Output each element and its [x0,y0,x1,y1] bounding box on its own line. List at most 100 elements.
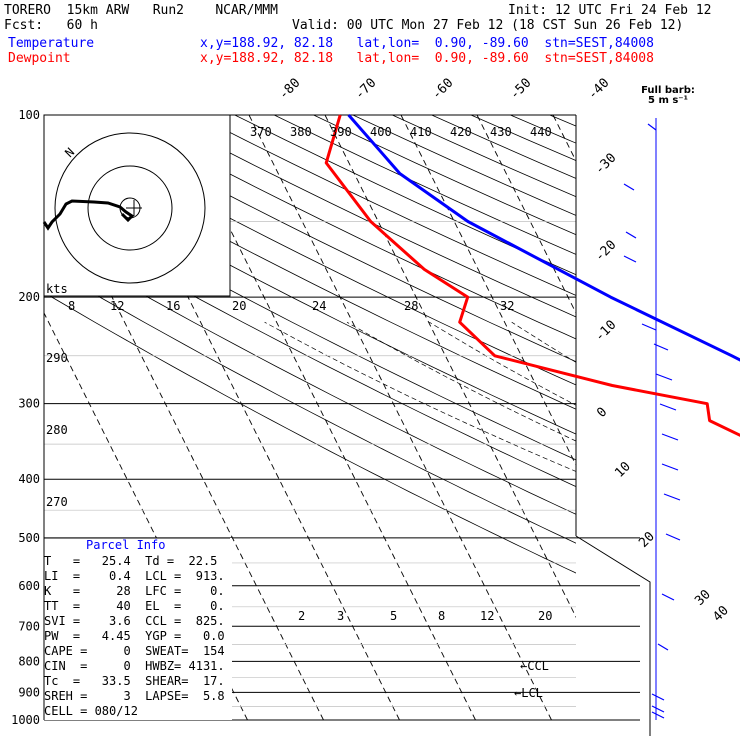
isotherm-label: -70 [352,76,379,103]
dry-adiabat-line [313,115,576,236]
isotherm-label: -30 [592,151,619,178]
dewpoint-legend-label: Dewpoint [8,51,71,66]
isotherm-line [324,115,576,619]
dry-adiabat-line [274,115,576,255]
temperature-station-info: x,y=188.92, 82.18 lat,lon= 0.90, -89.60 … [200,36,654,51]
hodograph-trace [42,199,135,231]
parcel-info-row: Tc = 33.5 SHEAR= 17. [44,674,225,688]
isotherm-line [476,115,576,315]
moist-adiabat-line [429,321,576,406]
hodograph-speed-label: 8 [68,299,75,313]
forecast-hour: Fcst: 60 h [4,18,98,33]
hodograph-speed-label: 32 [500,299,514,313]
pressure-tick-label: 500 [18,531,40,545]
wind-barb [665,533,681,541]
wind-barb [661,593,675,601]
parcel-info-row: PW = 4.45 YGP = 0.0 [44,629,225,643]
temperature-profile-line [347,114,740,362]
isotherm-label: 0 [594,405,610,421]
full-barb-title: Full barb: [641,85,695,96]
mixing-ratio-label: 20 [538,609,552,623]
wind-barb [659,403,677,411]
dry-adiabat-line [431,115,576,179]
wind-barb [655,373,673,381]
isotherm-label: -20 [592,238,619,265]
parcel-info-row: LI = 0.4 LCL = 913. [44,569,225,583]
dewpoint-station-info: x,y=188.92, 82.18 lat,lon= 0.90, -89.60 … [200,51,654,66]
isotherm-label: 30 [692,587,714,609]
pressure-tick-label: 900 [18,685,40,699]
model-title: TORERO 15km ARW Run2 NCAR/MMM [4,3,278,18]
parcel-info-row: T = 25.4 Td = 22.5 [44,554,218,568]
isotherm-line [552,115,576,163]
hodograph-speed-label: 28 [404,299,418,313]
ccl-marker-label: ←CCL [520,659,549,673]
hodograph-unit-label: kts [46,282,68,296]
theta-label: 410 [410,125,432,139]
theta-label: 370 [250,125,272,139]
theta-label: 440 [530,125,552,139]
isotherm-label: -10 [592,318,619,345]
hodograph-speed-label: 12 [110,299,124,313]
wind-barb [641,323,657,331]
wind-barb [653,343,669,351]
moist-adiabat-line [264,321,576,472]
pressure-tick-label: 100 [18,108,40,122]
theta-label: 280 [46,423,68,437]
pressure-tick-label: 300 [18,397,40,411]
theta-label: 390 [330,125,352,139]
parcel-info-row: SVI = 3.6 CCL = 825. [44,614,225,628]
init-time: Init: 12 UTC Fri 24 Feb 12 [508,3,712,18]
wind-barb [661,433,679,441]
pressure-tick-label: 800 [18,654,40,668]
pressure-tick-label: 600 [18,579,40,593]
parcel-info-row: CIN = 0 HWBZ= 4131. [44,659,225,673]
theta-label: 270 [46,495,68,509]
hodograph-speed-label: 24 [312,299,326,313]
isotherm-label: 10 [612,459,634,481]
moist-adiabat-line [594,322,740,720]
dry-adiabat-line [668,115,740,720]
wind-barb [623,183,635,191]
parcel-info-row: K = 28 LFC = 0. [44,584,225,598]
wind-barb [647,123,657,131]
dry-adiabat-line [589,115,740,720]
hodograph-speed-label: 20 [232,299,246,313]
sounding-profiles [324,114,740,437]
theta-label: 400 [370,125,392,139]
wind-barb [657,643,669,651]
isotherm-label: -80 [276,76,303,103]
lcl-marker-label: ←LCL [514,686,543,700]
theta-label: 420 [450,125,472,139]
isotherm-label: -50 [507,76,534,103]
isotherm-line [248,115,552,720]
mixing-ratio-label: 5 [390,609,397,623]
hodograph-speed-label: 16 [166,299,180,313]
moist-adiabat-line [676,322,740,720]
parcel-info-row: CAPE = 0 SWEAT= 154 [44,644,225,658]
dry-adiabat-line [234,115,576,276]
wind-barb [625,231,637,239]
mixing-ratio-label: 2 [298,609,305,623]
theta-label: 380 [290,125,312,139]
full-barb-legend: Full barb: 5 m s⁻¹ [632,86,704,106]
parcel-info-row: TT = 40 EL = 0. [44,599,225,613]
theta-label: 430 [490,125,512,139]
mixing-ratio-label: 3 [337,609,344,623]
dry-adiabat-line [549,115,576,127]
wind-barbs [623,123,681,719]
wind-barb [651,705,665,713]
dry-adiabat-line [195,115,576,296]
wind-barb [663,493,681,501]
temperature-legend-label: Temperature [8,36,95,51]
parcel-info-row: SREH = 3 LAPSE= 5.8 [44,689,225,703]
wind-barb [651,711,665,719]
dry-adiabat-line [352,115,576,216]
pressure-tick-label: 200 [18,290,40,304]
dry-adiabat-line [510,115,576,144]
isotherm-line [400,115,576,467]
parcel-info-panel: Parcel Info T = 25.4 Td = 22.5 LI = 0.4 L… [44,538,225,719]
mixing-ratio-label: 8 [438,609,445,623]
isotherm-label: 40 [710,603,732,625]
